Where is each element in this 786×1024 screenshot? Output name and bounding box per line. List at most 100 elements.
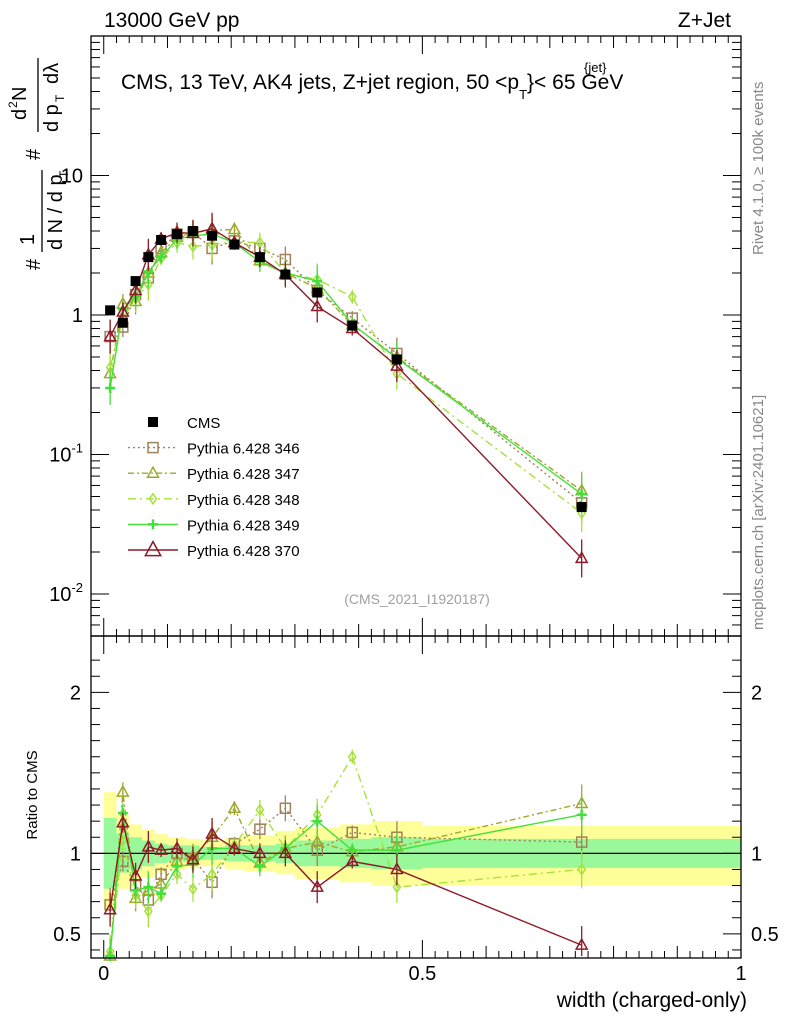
ratio-y-tick-label-right: 0.5 [751,924,779,946]
main-point-s370 [116,304,130,317]
main-y-axis-label: # 1 d N / d p T # d 2 N d p T dλ [6,58,71,270]
ratio-y-tick-label: 0.5 [53,924,81,946]
ratio-point-s348 [207,867,217,881]
ratio-point-s370 [103,902,117,915]
legend: CMS Pythia 6.428 346 Pythia 6.428 347 Pythi… [128,415,300,560]
ratio-line-s346 [109,807,582,906]
main-y-tick-label: 1 [72,305,83,327]
header-process-label: Z+Jet [678,9,731,32]
ratio-point-s346 [575,836,588,848]
ratio-point-s348 [172,867,182,881]
ratio-point-s370 [154,842,168,855]
ratio-y-axis-label: Ratio to CMS [24,750,41,839]
ratio-point-s348 [188,882,198,896]
ratio-point-s349 [156,888,167,899]
ratio-point-s370 [278,845,293,859]
ratio-point-s349 [105,951,116,961]
main-panel: 10-2 10-1 1 10 CMS Pythia 6.428 346 Pythia 6.4… [49,35,742,637]
main-line-s347 [109,228,583,492]
main-point-s370 [103,329,117,342]
legend-marker-s349 [148,519,158,530]
main-point-cms [254,252,265,263]
legend-label-s370: Pythia 6.428 370 [187,543,300,560]
main-point-cms [117,317,128,328]
svg-text:2: 2 [6,101,20,108]
main-point-cms [156,234,167,245]
ratio-point-s370 [128,868,143,881]
main-point-cms [143,252,154,263]
main-line-s370 [109,228,583,559]
rivet-version-label: Rivet 4.1.0, ≥ 100k events [750,82,767,255]
main-line-s348 [109,241,583,514]
svg-text:T: T [53,94,67,102]
main-point-cms [229,239,240,250]
main-point-s348 [347,290,357,304]
main-point-s348 [188,240,198,253]
main-point-cms [172,229,183,240]
ratio-y-tick-label: 2 [70,682,81,704]
ratio-point-s370 [116,815,130,828]
ratio-point-s349 [143,882,154,893]
chart-title-end: }< 65 GeV [527,71,623,94]
ratio-point-s347 [227,800,242,814]
legend-label-s349: Pythia 6.428 349 [187,517,300,534]
main-point-cms [391,354,402,365]
main-point-s347 [227,221,242,235]
main-y-tick-label: 10-1 [49,441,83,467]
legend-marker-s347 [146,465,160,478]
main-point-s349 [576,489,587,500]
x-tick-label: 1 [735,963,746,985]
ratio-point-s349 [347,845,358,856]
ylabel-d2N: d [9,109,31,120]
main-point-s370 [310,298,324,312]
ratio-point-s347 [116,784,130,797]
main-line-s346 [109,231,583,504]
x-tick-label: 0.5 [408,963,436,985]
ylabel-dN-dpT: d N / d p [45,174,67,250]
legend-label-cms: CMS [187,415,220,432]
ratio-point-s370 [574,937,589,950]
ratio-point-s346 [254,823,266,835]
ratio-point-s348 [255,803,265,817]
main-point-s370 [574,550,589,564]
ratio-line-s347 [109,792,582,957]
ratio-y-tick-label-right: 1 [751,843,762,865]
ratio-point-s370 [205,826,219,839]
main-point-s349 [156,252,167,263]
main-y-tick-label: 10-2 [49,580,83,606]
main-point-cms [187,226,198,237]
ratio-y-tick-label-right: 2 [751,682,762,704]
legend-marker-s348 [148,492,158,506]
ylabel-hash-left: # [23,258,45,270]
ratio-point-s348 [392,880,402,894]
main-point-cms [576,502,587,513]
main-point-s348 [143,278,153,291]
main-point-s349 [312,276,323,287]
chart-title-sub: T [519,87,527,102]
ylabel-hash-mid: # [23,148,45,160]
main-point-cms [312,287,323,298]
main-point-cms [347,320,358,331]
ylabel-one: 1 [17,234,39,245]
ratio-point-s370 [253,845,267,859]
ratio-point-s349 [576,809,587,820]
chart-title-sup: {jet} [584,60,607,75]
ratio-point-s370 [345,853,360,867]
legend-marker-s346 [147,441,159,454]
main-point-s370 [128,282,143,296]
ratio-line-s348 [109,755,582,952]
ratio-y-tick-label: 1 [70,843,81,865]
ratio-point-s349 [312,816,323,827]
main-point-s349 [105,382,116,393]
chart-title-main: CMS, 13 TeV, AK4 jets, Z+jet region, 50 … [121,71,519,94]
ratio-frame [90,635,742,959]
ratio-panel: 0.5 0.51 12 20 0.5 1 [53,618,779,985]
main-point-s370 [390,358,404,371]
ratio-point-s370 [227,840,242,854]
main-point-cms [280,269,291,280]
legend-label-s348: Pythia 6.428 348 [187,492,300,509]
svg-text:N: N [9,87,31,101]
legend-marker-s370 [144,540,162,557]
main-point-cms [207,230,218,241]
ratio-point-s370 [390,861,404,875]
